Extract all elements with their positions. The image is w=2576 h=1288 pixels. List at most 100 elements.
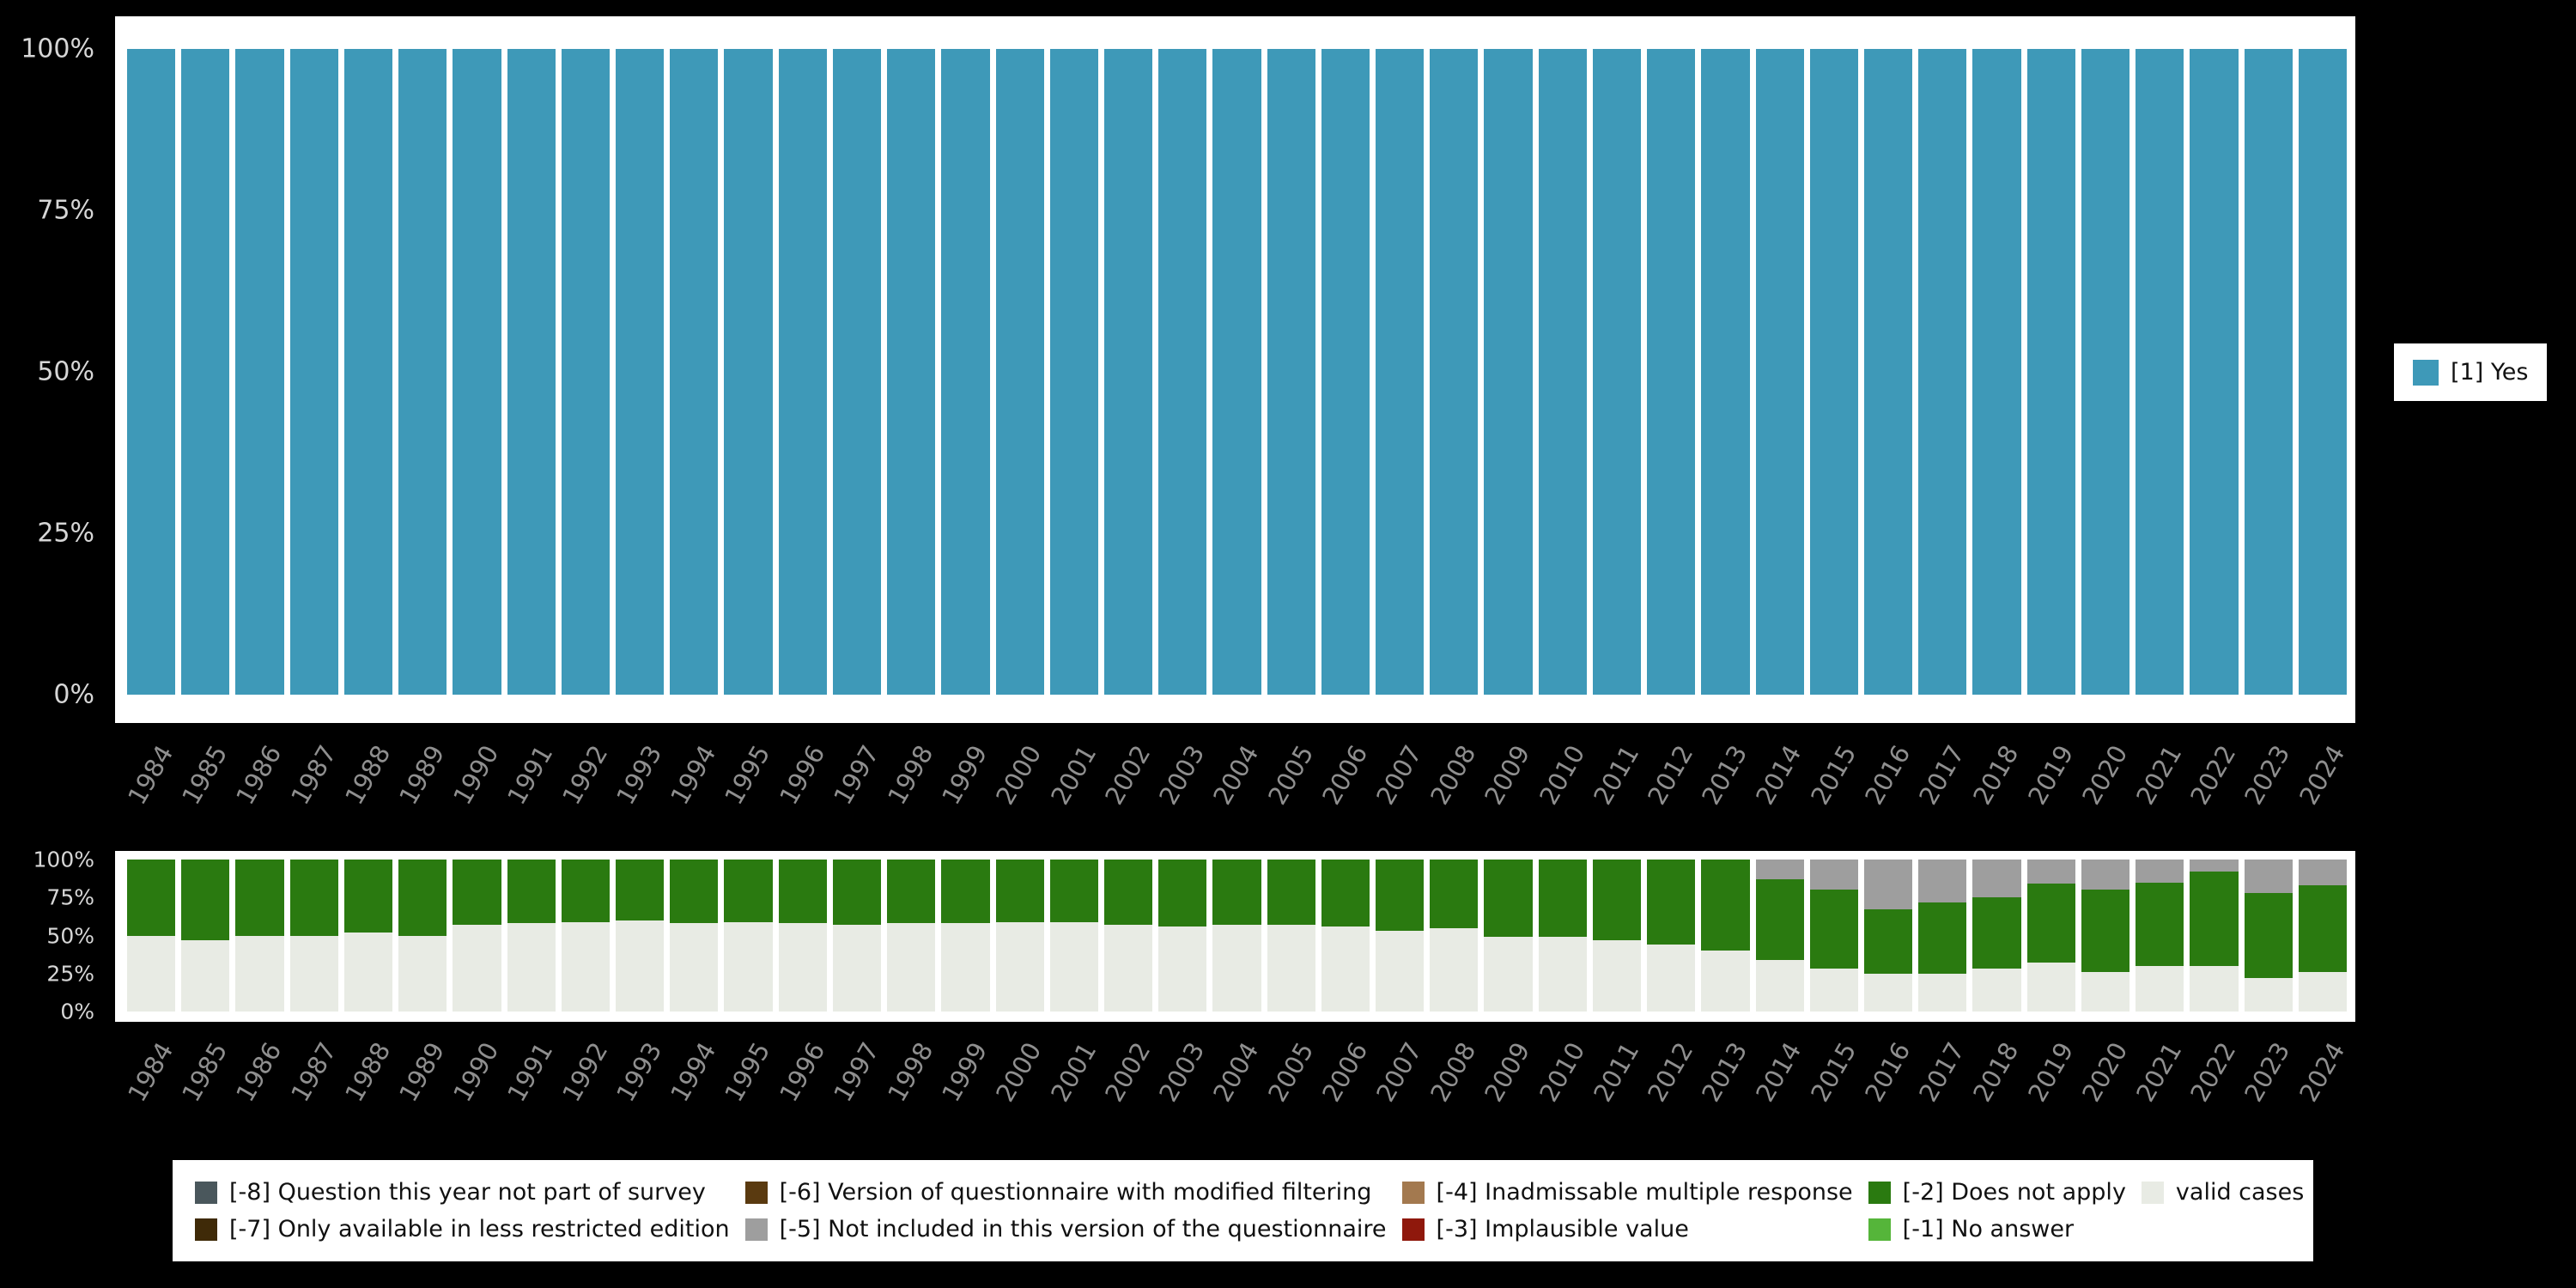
x-axis-tick: 2015 — [1805, 1029, 1862, 1140]
bar-segment — [1538, 49, 1587, 695]
x-axis-tick-label: 2016 — [1859, 740, 1917, 810]
bar-segment — [995, 49, 1044, 695]
x-axis-tick: 2009 — [1479, 1029, 1535, 1140]
legend-item: [-2] Does not apply — [1868, 1179, 2126, 1206]
bar-2018 — [1972, 860, 2021, 1012]
bar-segment — [2026, 860, 2075, 884]
bar-1989 — [398, 49, 447, 695]
bar-2021 — [2136, 860, 2184, 1012]
bar-2005 — [1267, 49, 1315, 695]
bar-segment — [453, 925, 501, 1012]
x-axis-tick-label: 1984 — [122, 740, 179, 810]
x-axis-tick-label: 2003 — [1153, 740, 1211, 810]
x-axis-tick: 1989 — [393, 1029, 450, 1140]
x-axis-tick: 2003 — [1153, 732, 1210, 843]
bar-segment — [453, 860, 501, 926]
x-axis-tick-label: 2007 — [1370, 1037, 1428, 1107]
bar-segment — [289, 49, 338, 695]
bar-segment — [2190, 49, 2239, 695]
bar-segment — [1049, 860, 1098, 922]
bar-2014 — [1755, 860, 1804, 1012]
bar-2010 — [1538, 860, 1587, 1012]
bar-segment — [724, 860, 773, 922]
x-axis-tick: 2007 — [1370, 732, 1427, 843]
bar-2018 — [1972, 49, 2021, 695]
x-axis-tick-label: 2021 — [2130, 1037, 2188, 1107]
x-axis-tick: 1984 — [122, 1029, 179, 1140]
bar-segment — [778, 923, 827, 1012]
x-axis-tick: 2020 — [2076, 1029, 2133, 1140]
bar-segment — [1701, 860, 1750, 951]
x-axis-tick-label: 1993 — [610, 1037, 668, 1107]
bar-1985 — [181, 49, 230, 695]
bar-1993 — [615, 860, 665, 1012]
bar-2001 — [1049, 860, 1098, 1012]
bar-segment — [1972, 897, 2021, 969]
bar-segment — [507, 860, 556, 924]
bar-segment — [2190, 965, 2239, 1012]
x-axis-tick: 2020 — [2076, 732, 2133, 843]
x-axis-tick-label: 1991 — [501, 1037, 559, 1107]
x-axis-tick: 2006 — [1316, 732, 1373, 843]
bar-segment — [615, 860, 665, 920]
x-axis-tick-label: 2018 — [1967, 740, 2025, 810]
x-axis-tick-label: 1995 — [719, 740, 776, 810]
x-axis-tick-label: 2005 — [1261, 1037, 1319, 1107]
bar-2014 — [1755, 49, 1804, 695]
x-axis-tick-label: 2019 — [2021, 1037, 2080, 1107]
x-axis-tick-label: 2007 — [1370, 740, 1428, 810]
x-axis-tick: 1997 — [828, 732, 884, 843]
x-axis-tick: 2013 — [1696, 1029, 1753, 1140]
x-axis-tick: 2016 — [1859, 732, 1916, 843]
bar-1984 — [127, 860, 176, 1012]
x-axis-tick: 1994 — [665, 732, 721, 843]
bar-2012 — [1647, 49, 1696, 695]
x-axis-tick: 2021 — [2130, 732, 2187, 843]
x-axis-tick: 1999 — [936, 732, 993, 843]
bar-1985 — [181, 860, 230, 1012]
y-axis-tick-label: 75% — [37, 195, 94, 226]
bar-2006 — [1321, 860, 1370, 1012]
bar-segment — [235, 935, 284, 1012]
x-axis-tick: 2010 — [1534, 1029, 1590, 1140]
x-axis-tick: 2004 — [1207, 732, 1264, 843]
x-axis-tick: 1988 — [339, 732, 396, 843]
bar-segment — [1103, 860, 1153, 926]
x-axis-tick-label: 1990 — [447, 740, 505, 810]
x-axis-tick-label: 1987 — [284, 740, 343, 810]
bar-segment — [2136, 49, 2184, 695]
bar-2015 — [1809, 860, 1858, 1012]
bar-segment — [1809, 49, 1858, 695]
x-axis-tick: 2018 — [1967, 1029, 2024, 1140]
bar-segment — [1538, 937, 1587, 1012]
bar-segment — [343, 860, 393, 933]
bar-segment — [289, 860, 338, 936]
bar-segment — [1321, 860, 1370, 927]
x-axis-tick-label: 1984 — [122, 1037, 179, 1107]
bar-segment — [832, 925, 882, 1012]
bar-segment — [1321, 926, 1370, 1012]
x-axis-tick: 2000 — [991, 1029, 1048, 1140]
y-axis-tick-label: 100% — [33, 847, 94, 872]
y-axis-tick-label: 50% — [37, 356, 94, 387]
x-axis-tick-label: 2005 — [1261, 740, 1319, 810]
bar-2009 — [1484, 49, 1533, 695]
legend-item: [-4] Inadmissable multiple response — [1401, 1179, 1853, 1206]
bar-segment — [2190, 872, 2239, 966]
bar-segment — [1755, 959, 1804, 1012]
bar-2022 — [2190, 49, 2239, 695]
x-axis-tick-label: 2017 — [1913, 1037, 1971, 1107]
x-axis-tick-label: 2015 — [1804, 1037, 1862, 1107]
bar-segment — [941, 49, 990, 695]
x-axis-tick-label: 1989 — [393, 740, 451, 810]
bar-segment — [2244, 892, 2293, 979]
bar-segment — [1484, 937, 1533, 1012]
x-axis-tick-label: 2022 — [2184, 740, 2242, 810]
legend-label: [-7] Only available in less restricted e… — [229, 1216, 730, 1242]
x-axis-tick-label: 1997 — [827, 1037, 885, 1107]
bar-segment — [941, 860, 990, 924]
x-axis-tick: 2010 — [1534, 732, 1590, 843]
x-axis-tick: 1988 — [339, 1029, 396, 1140]
x-axis-tick: 2005 — [1262, 732, 1319, 843]
bar-segment — [832, 860, 882, 926]
